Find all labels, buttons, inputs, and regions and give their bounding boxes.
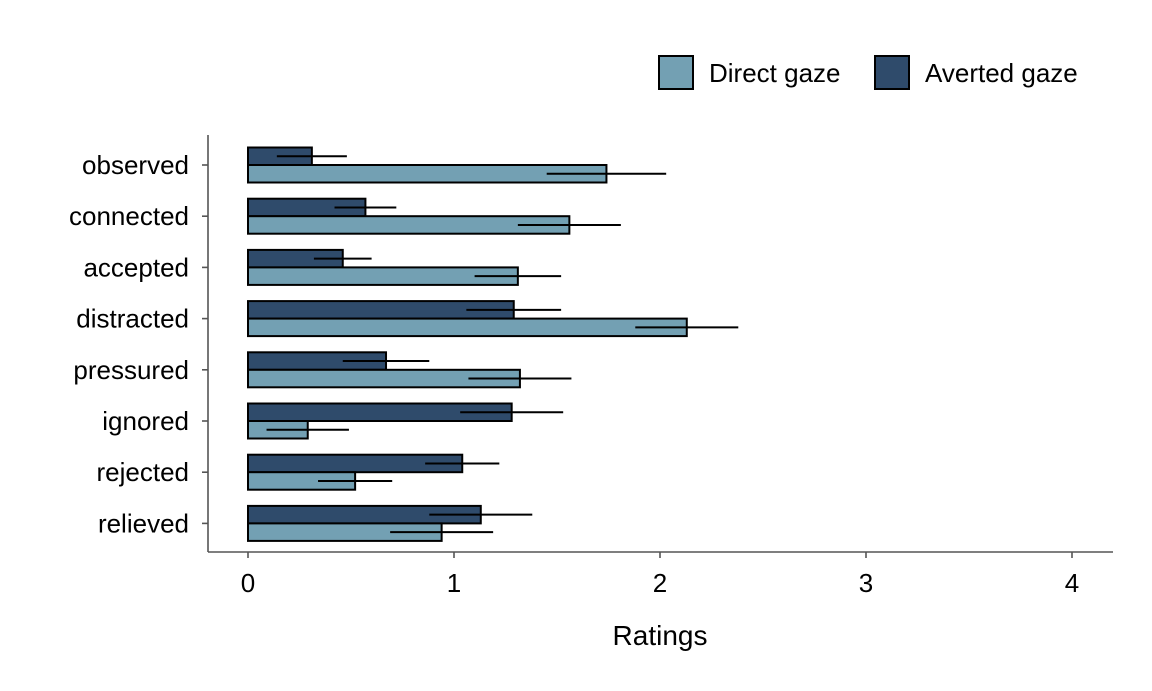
y-tick-label-relieved: relieved	[98, 508, 189, 538]
bars-layer	[247, 146, 688, 542]
bar-direct-distracted	[247, 317, 688, 338]
y-tick-label-distracted: distracted	[76, 304, 189, 334]
error-bars-layer	[266, 155, 739, 534]
legend-key-averted-gaze	[874, 55, 910, 90]
x-tick-label-4: 4	[1065, 568, 1079, 598]
y-tick-label-ignored: ignored	[102, 406, 189, 436]
y-ticks: observed connected accepted distracted press…	[69, 150, 208, 538]
x-tick-label-0: 0	[241, 568, 255, 598]
x-ticks: 0 1 2 3 4	[241, 552, 1079, 598]
y-tick-label-observed: observed	[82, 150, 189, 180]
legend-key-direct-gaze	[658, 55, 694, 90]
y-tick-label-connected: connected	[69, 201, 189, 231]
legend-label-averted-gaze: Averted gaze	[925, 58, 1078, 88]
x-tick-label-1: 1	[447, 568, 461, 598]
x-tick-label-3: 3	[859, 568, 873, 598]
x-tick-label-2: 2	[653, 568, 667, 598]
legend: Direct gaze Averted gaze	[658, 55, 1078, 90]
legend-label-direct-gaze: Direct gaze	[709, 58, 841, 88]
x-axis-title: Ratings	[613, 620, 708, 651]
y-tick-label-accepted: accepted	[83, 252, 189, 282]
y-tick-label-pressured: pressured	[73, 355, 189, 385]
y-tick-label-rejected: rejected	[97, 457, 190, 487]
